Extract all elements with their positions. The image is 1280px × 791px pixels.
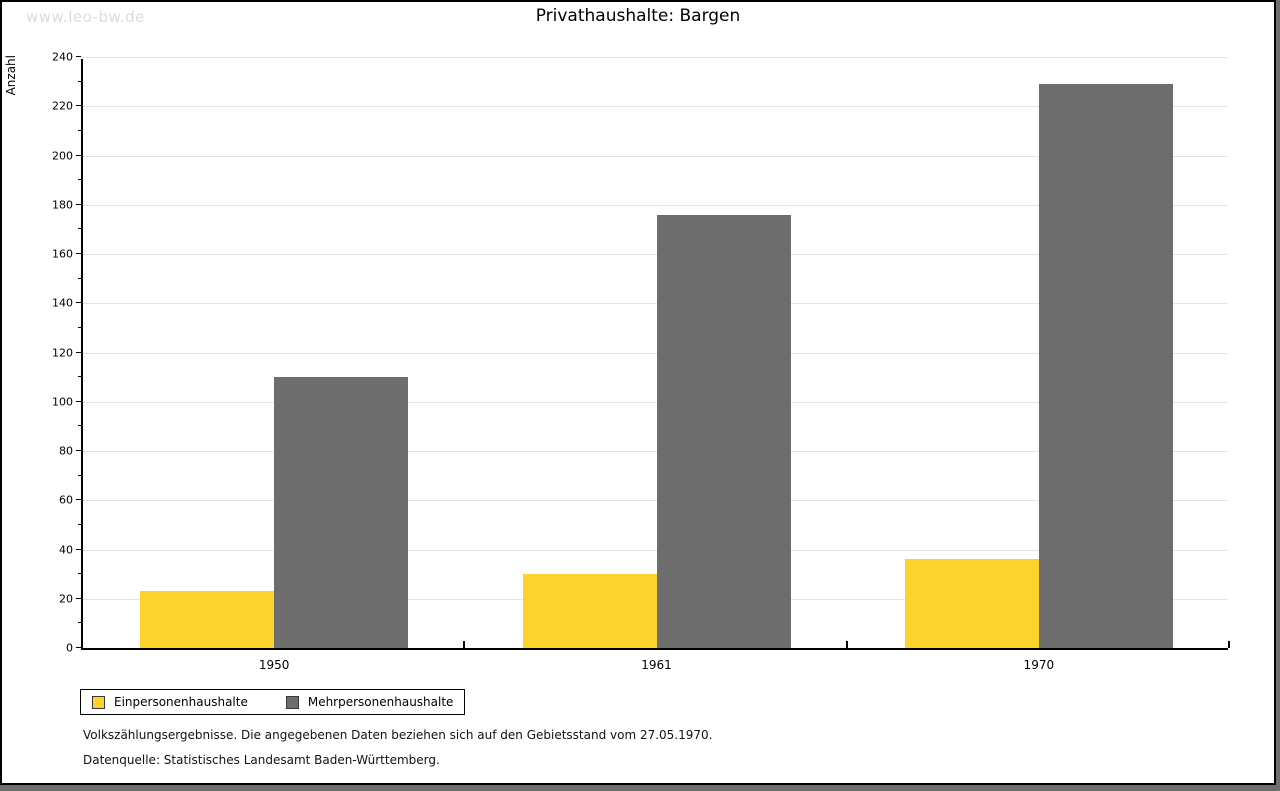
- y-axis-tick: [76, 253, 81, 254]
- legend-item-einpersonenhaushalte: Einpersonenhaushalte: [92, 695, 248, 709]
- y-axis-tick: [78, 573, 81, 575]
- bar-mehrpersonenhaushalte-1970: [1038, 84, 1173, 648]
- y-axis-tick: [76, 105, 81, 107]
- bar-einpersonenhaushalte-1970: [904, 559, 1039, 648]
- gridline: [83, 451, 1228, 452]
- bar-mehrpersonenhaushalte-1961: [656, 214, 791, 648]
- legend-label: Mehrpersonenhaushalte: [307, 695, 454, 709]
- y-axis-tick: [76, 499, 81, 501]
- y-axis-tick: [78, 277, 81, 279]
- bar-einpersonenhaushalte-1961: [522, 574, 657, 648]
- y-axis-tick-label: 200: [52, 149, 73, 162]
- y-axis-tick: [78, 326, 81, 328]
- gridline: [83, 549, 1228, 551]
- y-axis-tick: [78, 228, 81, 230]
- bar-mehrpersonenhaushalte-1950: [274, 377, 409, 648]
- y-axis-tick: [76, 302, 81, 304]
- gridline: [83, 106, 1228, 108]
- x-axis-category-label: 1950: [258, 658, 290, 672]
- watermark-text: www.leo-bw.de: [26, 8, 145, 26]
- y-axis-tick-label: 240: [52, 50, 73, 64]
- gridline: [83, 401, 1228, 403]
- gridline: [83, 155, 1228, 157]
- y-axis-tick-label: 160: [52, 247, 73, 261]
- gridline: [83, 352, 1228, 354]
- y-axis-tick: [76, 203, 81, 205]
- gridline: [83, 254, 1228, 255]
- y-axis-tick-label: 60: [59, 493, 73, 507]
- legend-label: Einpersonenhaushalte: [114, 695, 248, 709]
- y-axis-tick: [78, 622, 81, 624]
- x-axis-tick: [845, 641, 848, 648]
- y-axis-tick: [76, 56, 81, 57]
- y-axis-tick-label: 140: [52, 296, 73, 310]
- y-axis-tick-label: 20: [59, 592, 73, 606]
- y-axis-title: Anzahl: [4, 55, 18, 96]
- bar-einpersonenhaushalte-1950: [140, 591, 275, 648]
- y-axis-tick-label: 100: [52, 395, 73, 409]
- gridline: [83, 57, 1228, 58]
- chart-title: Privathaushalte: Bargen: [535, 6, 741, 26]
- legend-item-mehrpersonenhaushalte: Mehrpersonenhaushalte: [285, 695, 454, 709]
- y-axis-tick: [78, 376, 81, 378]
- gridline: [83, 204, 1228, 206]
- y-axis-tick: [76, 647, 81, 648]
- x-axis-tick: [463, 641, 466, 648]
- y-axis-tick: [78, 523, 81, 525]
- plot-area: 0 20 40 60 80 100 120 140 160 180 200 220 240 1950 196…: [52, 51, 1230, 672]
- y-axis-tick: [78, 179, 81, 181]
- x-axis-tick: [1228, 641, 1230, 648]
- y-axis-tick: [76, 154, 81, 156]
- y-axis-tick-label: 220: [52, 99, 73, 113]
- x-axis-category-label: 1970: [1023, 658, 1055, 672]
- legend: Einpersonenhaushalte Mehrpersonenhaushal…: [80, 689, 466, 715]
- x-axis-category-label: 1961: [641, 658, 672, 672]
- footnote-source-note: Volkszählungsergebnisse. Die angegebenen…: [83, 728, 713, 742]
- y-axis-tick: [76, 400, 81, 402]
- y-axis-tick: [78, 474, 81, 476]
- y-axis-tick: [76, 548, 81, 550]
- gridline: [83, 303, 1228, 305]
- y-axis-tick-label: 180: [52, 198, 73, 212]
- y-axis-tick-label: 80: [59, 444, 73, 458]
- y-axis-tick: [78, 129, 81, 131]
- y-axis-tick: [76, 450, 81, 451]
- y-axis-tick-label: 120: [52, 346, 73, 359]
- legend-swatch-mehrpersonenhaushalte: [285, 695, 299, 709]
- y-axis-tick: [78, 80, 81, 82]
- gridline: [83, 500, 1228, 502]
- footnote-data-source: Datenquelle: Statistisches Landesamt Bad…: [83, 753, 440, 767]
- y-axis-tick: [76, 597, 81, 599]
- y-axis-tick-label: 40: [59, 543, 73, 556]
- y-axis-tick: [76, 351, 81, 353]
- y-axis-tick-label: 0: [66, 641, 73, 655]
- legend-swatch-einpersonenhaushalte: [92, 695, 105, 709]
- y-axis-tick: [78, 425, 81, 427]
